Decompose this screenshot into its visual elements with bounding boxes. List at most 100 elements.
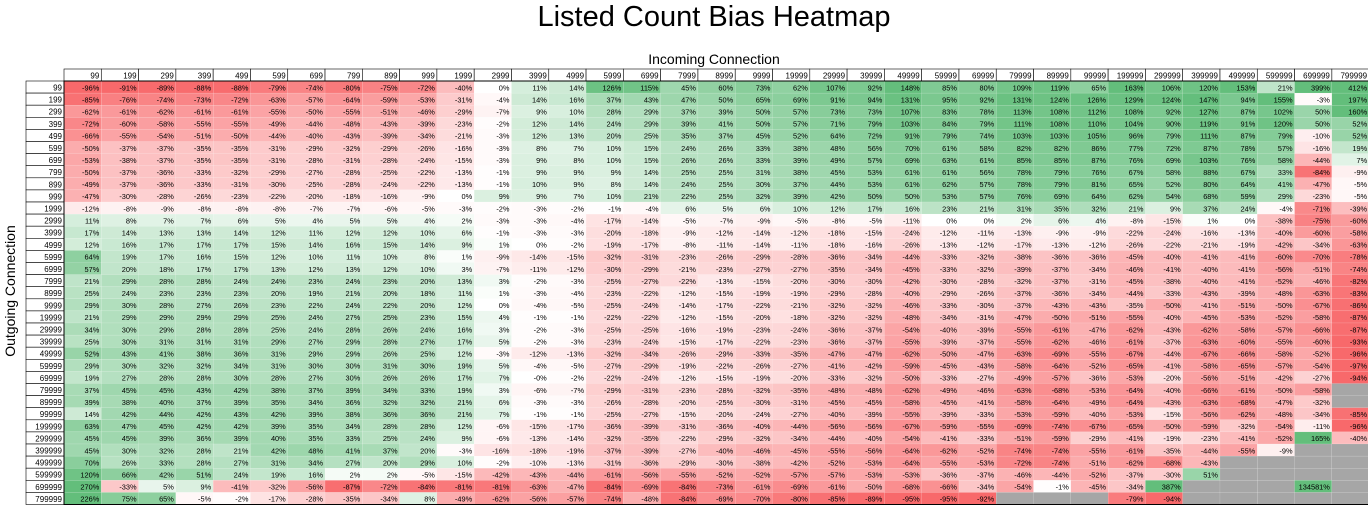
cell-value-label: -23%	[1201, 434, 1219, 443]
cell-value-label: 9%	[611, 168, 622, 177]
cell-value-label: 25%	[84, 337, 99, 346]
cell-value-label: -73%	[194, 95, 212, 104]
cell-value-label: -36%	[940, 471, 958, 480]
cell-value-label: -43%	[1163, 398, 1181, 407]
cell-value-label: 43%	[196, 386, 211, 395]
cell-value-label: -41%	[1201, 301, 1219, 310]
cell-value-label: 29%	[271, 337, 286, 346]
cell-value-label: -13%	[567, 458, 585, 467]
cell-value-label: 50%	[718, 95, 733, 104]
cell-value-label: 37%	[308, 386, 323, 395]
cell-value-label: -8%	[683, 241, 697, 250]
cell-value-label: -9%	[161, 204, 175, 213]
cell-value-label: 1%	[1207, 216, 1218, 225]
cell-value-label: -38%	[119, 156, 137, 165]
cell-value-label: -14%	[753, 241, 771, 250]
cell-value-label: -17%	[1014, 241, 1032, 250]
cell-value-label: -26%	[977, 289, 995, 298]
cell-value-label: 91%	[1240, 120, 1255, 129]
cell-value-label: 14%	[644, 180, 659, 189]
cell-value-label: -69%	[716, 495, 734, 504]
cell-value-label: -67%	[1313, 301, 1331, 310]
cell-value-label: -62%	[1126, 458, 1144, 467]
cell-value-label: 10%	[308, 253, 323, 262]
cell-value-label: -3%	[496, 144, 510, 153]
cell-value-label: 3%	[499, 325, 510, 334]
cell-value-label: 1%	[499, 241, 510, 250]
cell-value-label: -38%	[1275, 216, 1293, 225]
cell-value-label: 28%	[420, 422, 435, 431]
cell-value-label: 22%	[383, 301, 398, 310]
cell-value-label: -2%	[571, 204, 585, 213]
cell-value-label: 37%	[84, 386, 99, 395]
cell-value-label: 0%	[499, 83, 510, 92]
cell-value-label: -63%	[268, 95, 286, 104]
cell-value-label: 126%	[602, 83, 621, 92]
cell-value-label: 23%	[308, 277, 323, 286]
cell-value-label: -27%	[791, 265, 809, 274]
cell-value-label: 108%	[1125, 108, 1144, 117]
cell-value-label: 24%	[420, 434, 435, 443]
cell-value-label: -45%	[791, 446, 809, 455]
cell-value-label: -35%	[791, 350, 809, 359]
cell-value-label: -37%	[865, 337, 883, 346]
cell-value-label: -27%	[1313, 374, 1331, 383]
cell-value-label: 79%	[1054, 180, 1069, 189]
row-tick-label: 19999	[40, 313, 63, 322]
cell-value-label: -40%	[1163, 313, 1181, 322]
cell-value-label: -17%	[567, 422, 585, 431]
cell-value-label: -28%	[716, 386, 734, 395]
cell-value-label: 107%	[901, 108, 920, 117]
cell-value-label: 7%	[573, 144, 584, 153]
heatmap-cell	[1257, 480, 1295, 493]
cell-value-label: -21%	[1201, 241, 1219, 250]
cell-value-label: -2%	[534, 325, 548, 334]
column-tick-label: 3999	[529, 72, 547, 81]
cell-value-label: -33%	[1163, 289, 1181, 298]
cell-value-label: -39%	[418, 120, 436, 129]
cell-value-label: 10%	[457, 458, 472, 467]
cell-value-label: -11%	[530, 265, 547, 274]
cell-value-label: 38%	[793, 168, 808, 177]
cell-value-label: 83%	[942, 108, 957, 117]
cell-value-label: 3%	[499, 277, 510, 286]
cell-value-label: -15%	[530, 422, 548, 431]
cell-value-label: -49%	[268, 120, 286, 129]
cell-value-label: -66%	[82, 132, 100, 141]
cell-value-label: -93%	[1350, 337, 1368, 346]
cell-value-label: -41%	[940, 434, 958, 443]
cell-value-label: 29%	[1278, 192, 1293, 201]
cell-value-label: 111%	[1200, 132, 1218, 141]
cell-value-label: -54%	[1014, 483, 1032, 492]
cell-value-label: 16%	[457, 325, 472, 334]
cell-value-label: 10%	[607, 192, 622, 201]
cell-value-label: 27%	[346, 313, 361, 322]
cell-value-label: -22%	[641, 289, 659, 298]
row-tick-label: 599999	[35, 471, 62, 480]
cell-value-label: -51%	[194, 132, 212, 141]
cell-value-label: 12%	[532, 120, 547, 129]
cell-value-label: -72%	[418, 83, 436, 92]
cell-value-label: 37%	[383, 446, 398, 455]
cell-value-label: 7%	[499, 410, 510, 419]
cell-value-label: 79%	[868, 120, 883, 129]
cell-value-label: -12%	[1089, 241, 1107, 250]
cell-value-label: 71%	[830, 120, 845, 129]
cell-value-label: -17%	[716, 337, 734, 346]
cell-value-label: -96%	[1350, 422, 1368, 431]
cell-value-label: -15%	[865, 229, 883, 238]
cell-value-label: -59%	[1052, 434, 1070, 443]
cell-value-label: -58%	[1238, 325, 1256, 334]
cell-value-label: -32%	[1238, 422, 1256, 431]
cell-value-label: -59%	[1201, 422, 1219, 431]
cell-value-label: 51%	[196, 471, 211, 480]
cell-value-label: -55%	[1089, 350, 1107, 359]
cell-value-label: 39%	[308, 410, 323, 419]
cell-value-label: -49%	[940, 386, 958, 395]
cell-value-label: -57%	[1275, 325, 1293, 334]
cell-value-label: -5%	[869, 216, 883, 225]
cell-value-label: 76%	[1017, 192, 1032, 201]
cell-value-label: -8%	[832, 216, 846, 225]
cell-value-label: -30%	[828, 277, 846, 286]
cell-value-label: -29%	[940, 289, 958, 298]
